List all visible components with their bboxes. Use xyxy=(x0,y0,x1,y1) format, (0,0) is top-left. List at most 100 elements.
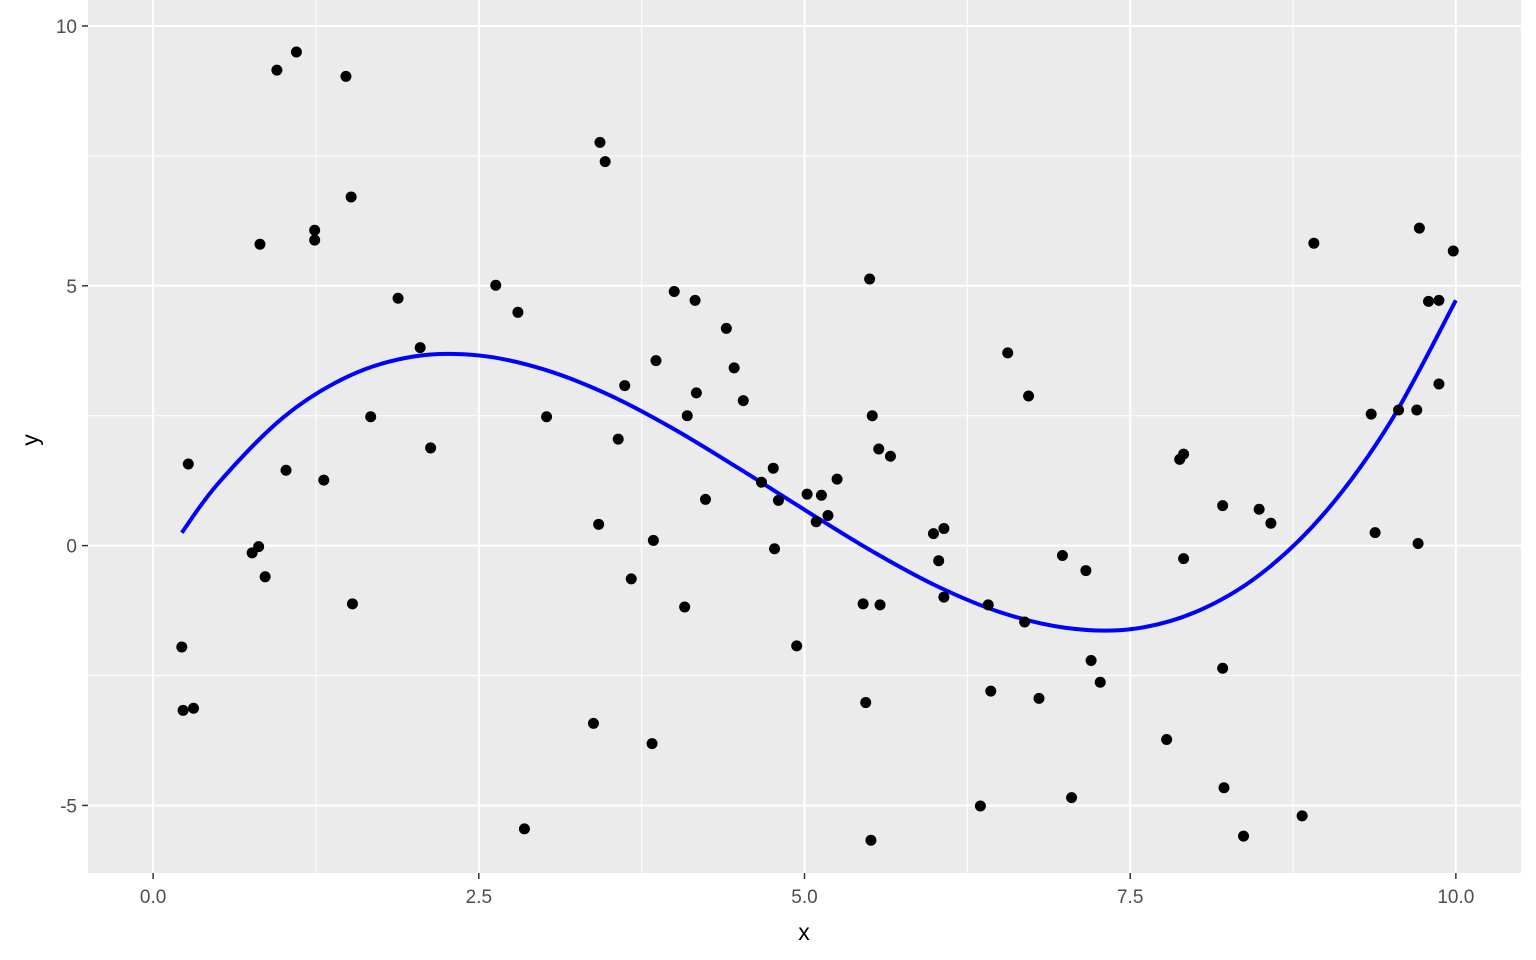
data-point xyxy=(587,717,599,729)
y-tick-label: 5 xyxy=(66,277,77,298)
data-point xyxy=(982,599,994,611)
data-point xyxy=(699,493,711,505)
data-point xyxy=(938,591,950,603)
data-point xyxy=(518,823,530,835)
data-point xyxy=(177,704,189,716)
data-point xyxy=(720,322,732,334)
data-point xyxy=(188,702,200,714)
data-point xyxy=(815,489,827,501)
data-point xyxy=(791,640,803,652)
points-layer xyxy=(176,46,1459,846)
data-point xyxy=(365,411,377,423)
data-point xyxy=(1094,676,1106,688)
data-point xyxy=(1066,792,1078,804)
data-point xyxy=(1369,527,1381,539)
data-point xyxy=(599,156,611,168)
data-point xyxy=(1253,503,1265,515)
data-point xyxy=(318,474,330,486)
data-point xyxy=(414,342,426,354)
x-tick-label: 10.0 xyxy=(1437,887,1474,908)
data-point xyxy=(1433,378,1445,390)
data-point xyxy=(681,410,693,422)
data-point xyxy=(1217,500,1229,512)
x-tick-label: 7.5 xyxy=(1117,887,1143,908)
x-tick-label: 0.0 xyxy=(140,887,166,908)
data-point xyxy=(822,509,834,521)
data-point xyxy=(767,462,779,474)
data-point xyxy=(679,601,691,613)
data-point xyxy=(1412,538,1424,550)
data-point xyxy=(1002,347,1014,359)
data-point xyxy=(772,494,784,506)
data-point xyxy=(1447,245,1459,257)
data-point xyxy=(280,464,292,476)
data-point xyxy=(1296,810,1308,822)
y-tick-label: 0 xyxy=(66,537,77,558)
data-point xyxy=(933,555,945,567)
data-point xyxy=(864,273,876,285)
data-point xyxy=(1161,733,1173,745)
data-point xyxy=(541,411,553,423)
data-point xyxy=(1393,404,1405,416)
data-point xyxy=(1308,237,1320,249)
data-point xyxy=(737,395,749,407)
data-point xyxy=(253,541,265,553)
data-point xyxy=(593,518,605,530)
data-point xyxy=(769,543,781,555)
data-point xyxy=(668,286,680,298)
data-point xyxy=(884,450,896,462)
data-point xyxy=(176,641,188,653)
data-point xyxy=(831,473,843,485)
data-point xyxy=(1217,662,1229,674)
data-point xyxy=(594,136,606,148)
data-point xyxy=(612,433,624,445)
data-point xyxy=(1413,222,1425,234)
data-point xyxy=(1056,549,1068,561)
data-point xyxy=(271,64,283,76)
data-point xyxy=(1433,294,1445,306)
data-point xyxy=(1080,565,1092,577)
data-point xyxy=(1019,616,1031,628)
data-point xyxy=(512,306,524,318)
data-point xyxy=(874,599,886,611)
y-axis-title: y xyxy=(17,434,43,446)
data-point xyxy=(619,380,631,392)
data-point xyxy=(182,458,194,470)
data-point xyxy=(1265,517,1277,529)
x-axis: 0.0 2.5 5.0 7.5 10.0 xyxy=(140,873,1474,908)
data-point xyxy=(340,70,352,82)
data-point xyxy=(938,522,950,534)
data-point xyxy=(254,238,266,250)
data-point xyxy=(810,516,822,528)
data-point xyxy=(974,800,986,812)
data-point xyxy=(647,534,659,546)
data-point xyxy=(625,573,637,585)
data-point xyxy=(392,292,404,304)
data-point xyxy=(1085,654,1097,666)
data-point xyxy=(490,279,502,291)
data-point xyxy=(756,476,768,488)
data-point xyxy=(1423,295,1435,307)
data-point xyxy=(865,834,877,846)
data-point xyxy=(873,443,885,455)
data-point xyxy=(1411,404,1423,416)
data-point xyxy=(290,46,302,58)
data-point xyxy=(985,685,997,697)
data-point xyxy=(259,571,271,583)
data-point xyxy=(857,598,869,610)
x-tick-label: 2.5 xyxy=(466,887,492,908)
data-point xyxy=(425,442,437,454)
data-point xyxy=(866,410,878,422)
data-point xyxy=(927,528,939,540)
data-point xyxy=(646,738,658,750)
data-point xyxy=(1218,782,1230,794)
data-point xyxy=(689,294,701,306)
data-point xyxy=(309,224,321,236)
major-gridlines xyxy=(88,0,1521,873)
data-point xyxy=(1023,390,1035,402)
data-point xyxy=(1178,553,1190,565)
x-tick-label: 5.0 xyxy=(791,887,817,908)
data-point xyxy=(801,488,813,500)
data-point xyxy=(650,355,662,367)
data-point xyxy=(346,598,358,610)
